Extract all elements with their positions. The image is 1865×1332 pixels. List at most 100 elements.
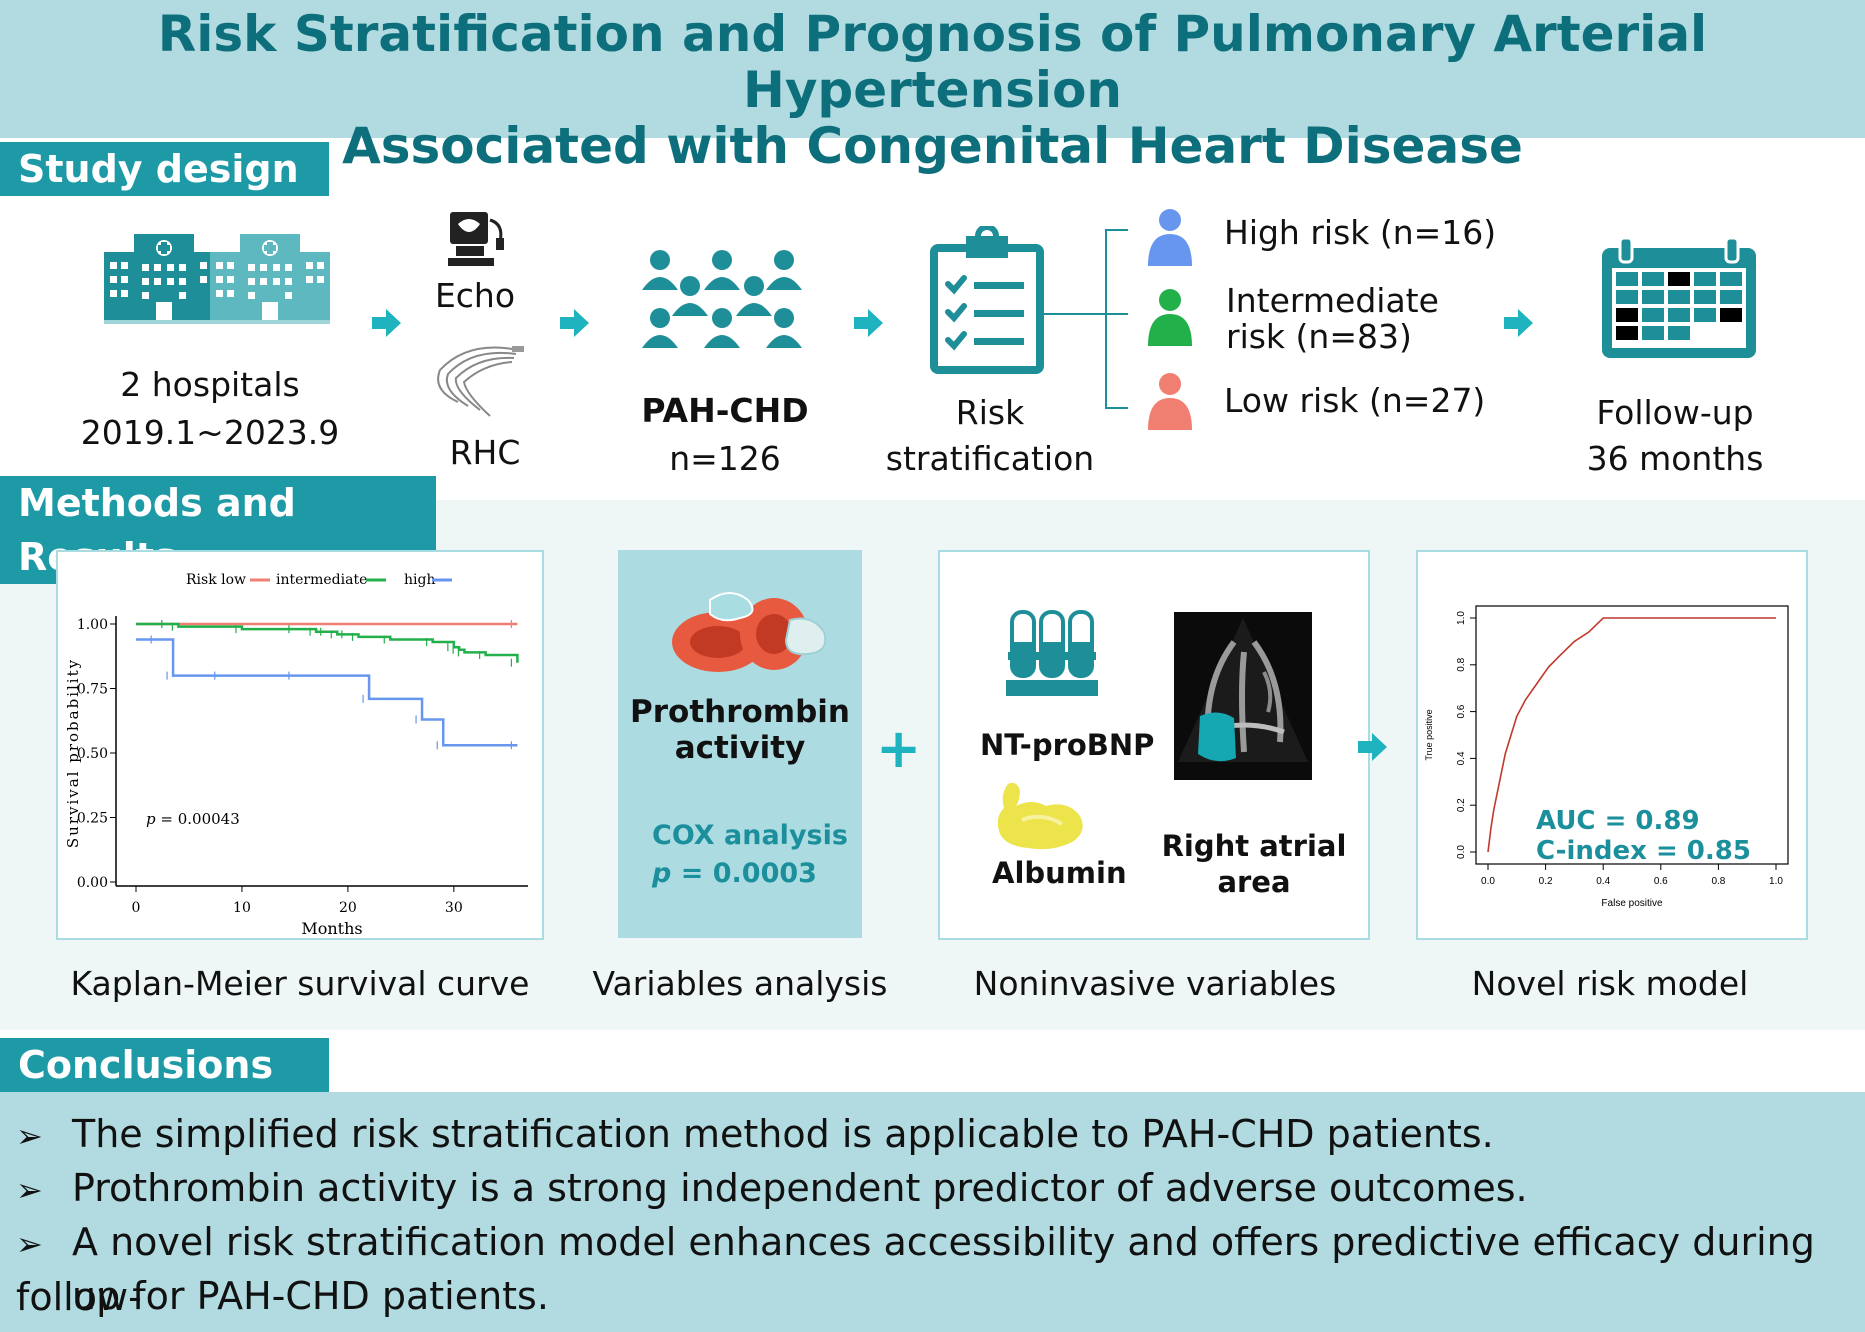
- plus-sign: +: [876, 717, 922, 780]
- y-tick-label: 1.0: [1456, 611, 1467, 625]
- low-risk-label: Low risk (n=27): [1224, 381, 1486, 420]
- legend-label-intermediate: intermediate: [276, 572, 367, 588]
- echo-label: Echo: [434, 276, 516, 315]
- conclusion-item: ➢ A novel risk stratification model enhan…: [16, 1216, 1856, 1324]
- rhc-label: RHC: [449, 433, 521, 472]
- risk-stratification-line-1: Risk: [955, 393, 1025, 432]
- model-caption: Novel risk model: [1471, 964, 1749, 1003]
- prothrombin-label-1: Prothrombin: [630, 694, 850, 730]
- patient-group-icon: [642, 250, 802, 348]
- conclusion-text: A novel risk stratification model enhanc…: [16, 1220, 1815, 1319]
- low-risk-person-icon: [1148, 373, 1192, 430]
- x-tick-label: 0.0: [1481, 876, 1495, 887]
- followup-line-2: 36 months: [1586, 439, 1764, 478]
- x-tick-label: 0: [132, 900, 141, 916]
- y-tick-label: 0.00: [77, 875, 108, 891]
- y-tick-label: 0.2: [1456, 798, 1467, 812]
- legend-label-high: high: [404, 572, 435, 588]
- intermediate-risk-label-2: risk (n=83): [1226, 317, 1412, 356]
- y-tick-label: 0.50: [77, 746, 108, 762]
- bullet-arrow-icon: ➢: [16, 1225, 43, 1263]
- albumin-icon: [998, 782, 1083, 850]
- x-tick-label: 20: [339, 900, 357, 916]
- y-axis-title: True positive: [1424, 709, 1434, 760]
- cox-p-symbol: p: [652, 858, 672, 889]
- conclusion-item: ➢ Prothrombin activity is a strong indepe…: [16, 1162, 1856, 1217]
- x-tick-label: 0.6: [1654, 876, 1668, 887]
- risk-stratification-line-2: stratification: [885, 439, 1095, 478]
- echo-machine-icon: [448, 212, 504, 266]
- p-value-annotation: p = 0.00043: [146, 810, 240, 828]
- catheter-icon: [437, 346, 524, 417]
- y-tick-label: 1.00: [77, 617, 108, 633]
- page-title: Risk Stratification and Prognosis of Pul…: [0, 6, 1865, 174]
- km-caption: Kaplan-Meier survival curve: [70, 964, 530, 1003]
- bullet-arrow-icon: ➢: [16, 1117, 43, 1155]
- high-risk-label: High risk (n=16): [1224, 213, 1497, 252]
- echocardiogram-image: [1174, 612, 1312, 780]
- arrow-right-icon: [854, 309, 883, 337]
- date-range: 2019.1~2023.9: [80, 413, 340, 452]
- ntprobnp-label: NT-proBNP: [980, 728, 1155, 762]
- conclusion-text: Prothrombin activity is a strong indepen…: [72, 1166, 1528, 1210]
- y-axis-title: Survival probability: [64, 658, 82, 848]
- x-axis-title: Months: [301, 919, 362, 938]
- km-panel: 0 10 20 30 0.00 0.25 0.50 0.75 1.00 Months Surviva…: [56, 550, 544, 940]
- prothrombin-label-2: activity: [674, 730, 806, 766]
- x-tick-label: 30: [445, 900, 463, 916]
- variables-panel: Prothrombin activity COX analysis p = 0.…: [618, 550, 862, 938]
- y-tick-label: 0.25: [77, 811, 108, 827]
- km-curve-high: [136, 638, 518, 747]
- title-line-2: Associated with Congenital Heart Disease: [342, 117, 1523, 175]
- conclusion-item: ➢ The simplified risk stratification meth…: [16, 1108, 1856, 1163]
- arrow-right-icon: [560, 309, 589, 337]
- bullet-arrow-icon: ➢: [16, 1171, 43, 1209]
- cohort-size: n=126: [669, 439, 781, 478]
- cox-p-value: p = 0.0003: [652, 858, 817, 889]
- right-atrial-label-2: area: [1217, 865, 1291, 899]
- x-tick-label: 0.2: [1539, 876, 1553, 887]
- roc-panel: 0.0 0.2 0.4 0.6 0.8 1.0 0.0 0.2 0.4 0.6 0.8 1.0 Fals…: [1416, 550, 1808, 940]
- hospital-icon: [104, 234, 330, 324]
- y-tick-label: 0.4: [1456, 751, 1467, 765]
- x-axis-title: False positive: [1601, 898, 1663, 909]
- auc-label: AUC = 0.89: [1536, 806, 1700, 836]
- noninvasive-caption: Noninvasive variables: [973, 964, 1337, 1003]
- hospitals-label: 2 hospitals: [120, 365, 300, 404]
- calendar-icon: [1602, 238, 1756, 358]
- y-tick-label: 0.0: [1456, 845, 1467, 859]
- noninvasive-panel: NT-proBNP Albumin Right atrial area: [938, 550, 1370, 940]
- arrow-right-icon: [1358, 733, 1387, 761]
- title-line-1: Risk Stratification and Prognosis of Pul…: [157, 5, 1708, 119]
- conclusion-item-continued: up for PAH-CHD patients.: [16, 1270, 1865, 1323]
- conclusions-band: [0, 1092, 1865, 1332]
- km-curve-intermediate: [136, 622, 519, 663]
- arrow-right-icon: [372, 309, 401, 337]
- intermediate-risk-label-1: Intermediate: [1226, 281, 1439, 320]
- km-survival-chart: 0 10 20 30 0.00 0.25 0.50 0.75 1.00 Months Surviva…: [64, 572, 528, 938]
- x-tick-label: 10: [233, 900, 251, 916]
- intermediate-risk-person-icon: [1148, 289, 1192, 346]
- roc-plot-frame: [1475, 605, 1789, 865]
- cindex-label: C-index = 0.85: [1536, 836, 1751, 866]
- x-tick-label: 1.0: [1769, 876, 1783, 887]
- risk-bracket: [1044, 229, 1128, 409]
- albumin-label: Albumin: [992, 856, 1127, 890]
- conclusions-heading: Conclusions: [0, 1038, 329, 1092]
- variables-caption: Variables analysis: [592, 964, 888, 1003]
- cox-analysis-label: COX analysis: [652, 820, 848, 851]
- title-banner: [0, 0, 1865, 138]
- cox-p-number: = 0.0003: [671, 858, 817, 889]
- arrow-right-icon: [1504, 309, 1533, 337]
- conclusion-text: The simplified risk stratification metho…: [72, 1112, 1494, 1156]
- legend-title: Risk low: [186, 572, 246, 588]
- conclusion-text: up for PAH-CHD patients.: [72, 1274, 549, 1318]
- y-tick-label: 0.75: [77, 682, 108, 698]
- y-tick-label: 0.6: [1456, 704, 1467, 718]
- y-tick-label: 0.8: [1456, 657, 1467, 671]
- blood-cells-icon: [672, 592, 827, 672]
- clipboard-checklist-icon: [930, 226, 1044, 374]
- study-design-heading: Study design: [0, 142, 329, 196]
- high-risk-person-icon: [1148, 209, 1192, 266]
- cohort-name: PAH-CHD: [641, 391, 809, 430]
